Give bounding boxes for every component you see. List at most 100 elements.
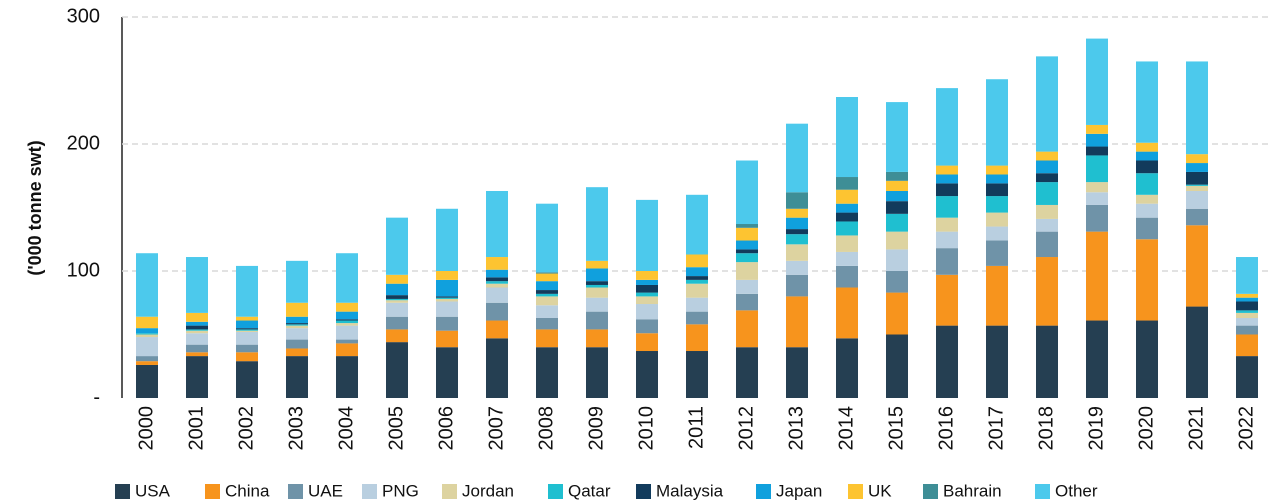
bar-segment bbox=[586, 281, 608, 285]
bar-segment bbox=[1186, 190, 1208, 209]
y-axis-title: ('000 tonne swt) bbox=[25, 140, 45, 275]
bar-segment bbox=[236, 316, 258, 321]
bar-segment bbox=[186, 352, 208, 357]
x-tick-label: 2008 bbox=[535, 406, 557, 451]
bar-segment bbox=[1136, 142, 1158, 152]
legend-label: China bbox=[225, 481, 270, 500]
bar-segment bbox=[186, 257, 208, 313]
bar-segment bbox=[1036, 218, 1058, 232]
x-tick-label: 2018 bbox=[1035, 406, 1057, 451]
bar-segment bbox=[836, 287, 858, 339]
bar-segment bbox=[986, 174, 1008, 184]
bar-segment bbox=[686, 297, 708, 312]
bar-segment bbox=[336, 356, 358, 398]
bar-segment bbox=[986, 196, 1008, 213]
bar-segment bbox=[436, 298, 458, 302]
bar-segment bbox=[286, 348, 308, 357]
y-tick-label: 200 bbox=[67, 132, 100, 154]
bar-segment bbox=[136, 253, 158, 317]
bar-segment bbox=[486, 320, 508, 339]
bar-segment bbox=[836, 189, 858, 204]
legend-swatch bbox=[1035, 484, 1050, 499]
bar-segment bbox=[336, 253, 358, 303]
bar-segment bbox=[386, 274, 408, 284]
bar-segment bbox=[586, 287, 608, 298]
legend-swatch bbox=[636, 484, 651, 499]
bar-segment bbox=[486, 302, 508, 321]
bar-segment bbox=[736, 240, 758, 250]
bar-segment bbox=[1136, 61, 1158, 143]
bar-segment bbox=[286, 339, 308, 349]
bar-segment bbox=[736, 227, 758, 241]
bar-segment bbox=[1186, 154, 1208, 164]
bar-segment bbox=[1236, 317, 1258, 326]
bar-segment bbox=[836, 212, 858, 222]
bar-segment bbox=[436, 296, 458, 298]
bar-segment bbox=[286, 316, 308, 324]
bar-segment bbox=[236, 329, 258, 331]
bar-segment bbox=[236, 331, 258, 345]
bar-segment bbox=[536, 290, 558, 294]
bar-segment bbox=[636, 296, 658, 305]
bar-segment bbox=[1086, 155, 1108, 183]
x-tick-label: 2019 bbox=[1085, 406, 1107, 451]
bar-segment bbox=[136, 364, 158, 398]
bar-segment bbox=[536, 272, 558, 274]
bar-segment bbox=[886, 190, 908, 202]
bar-segment bbox=[236, 361, 258, 398]
legend-label: Qatar bbox=[568, 481, 611, 500]
bar-segment bbox=[186, 312, 208, 322]
bar-segment bbox=[1186, 171, 1208, 185]
bar-segment bbox=[1036, 231, 1058, 258]
x-tick-label: 2017 bbox=[985, 406, 1007, 451]
legend-swatch bbox=[923, 484, 938, 499]
bar-segment bbox=[836, 97, 858, 178]
bar-segment bbox=[936, 183, 958, 197]
bar-segment bbox=[986, 226, 1008, 241]
bar-segment bbox=[786, 217, 808, 230]
bar-segment bbox=[636, 304, 658, 320]
bar-segment bbox=[386, 302, 408, 317]
bar-segment bbox=[786, 208, 808, 218]
bar-segment bbox=[536, 293, 558, 297]
bar-segment bbox=[736, 262, 758, 280]
bar-segment bbox=[586, 187, 608, 261]
bar-segment bbox=[236, 265, 258, 317]
bar-segment bbox=[936, 325, 958, 398]
bar-segment bbox=[936, 248, 958, 275]
bar-segment bbox=[286, 328, 308, 340]
bar-segment bbox=[686, 351, 708, 398]
bar-segment bbox=[886, 249, 908, 271]
bar-segment bbox=[586, 329, 608, 348]
bar-segment bbox=[286, 302, 308, 317]
bar-segment bbox=[586, 268, 608, 282]
x-tick-label: 2003 bbox=[285, 406, 307, 451]
x-tick-label: 2000 bbox=[135, 406, 157, 451]
legend-label: PNG bbox=[382, 481, 419, 500]
bar-segment bbox=[436, 208, 458, 271]
bar-segment bbox=[936, 196, 958, 218]
x-tick-label: 2012 bbox=[735, 406, 757, 451]
legend-swatch bbox=[362, 484, 377, 499]
bar-segment bbox=[136, 337, 158, 357]
bar-segment bbox=[336, 339, 358, 344]
bar-segment bbox=[486, 277, 508, 282]
bar-segment bbox=[736, 347, 758, 398]
bar-segment bbox=[886, 201, 908, 214]
bar-segment bbox=[486, 287, 508, 303]
bar-segment bbox=[1236, 325, 1258, 335]
bar-segment bbox=[836, 235, 858, 252]
bar-segment bbox=[1036, 160, 1058, 174]
bar-segment bbox=[786, 229, 808, 235]
bar-segment bbox=[786, 260, 808, 275]
x-tick-label: 2007 bbox=[485, 406, 507, 451]
bar-segment bbox=[486, 283, 508, 288]
bar-segment bbox=[886, 213, 908, 232]
bar-segment bbox=[1236, 356, 1258, 398]
bar-segment bbox=[1086, 192, 1108, 205]
bar-segment bbox=[936, 88, 958, 166]
bar-segment bbox=[686, 267, 708, 277]
bar-segment bbox=[136, 356, 158, 362]
x-tick-label: 2009 bbox=[585, 406, 607, 451]
bar-segment bbox=[686, 279, 708, 284]
